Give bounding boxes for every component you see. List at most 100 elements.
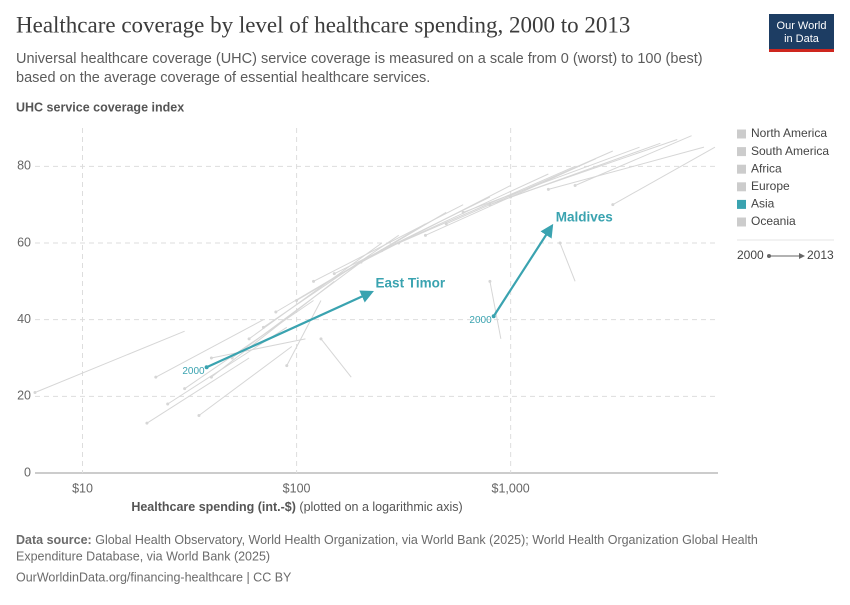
background-start — [423, 233, 427, 237]
background-start — [33, 391, 37, 394]
series-label: Maldives — [556, 210, 613, 225]
legend-label: North America — [751, 126, 827, 140]
background-line — [398, 165, 576, 244]
background-line — [263, 234, 400, 328]
background-start — [359, 260, 363, 264]
time-legend-start: 2000 — [737, 248, 764, 262]
legend-label: Africa — [751, 161, 782, 175]
start-label: 2000 — [182, 366, 205, 377]
background-start — [397, 241, 401, 245]
background-start — [209, 375, 213, 379]
series-line — [492, 223, 554, 317]
background-start — [332, 272, 336, 276]
y-tick-label: 60 — [17, 235, 31, 249]
logo-bar — [769, 49, 834, 52]
y-tick-label: 80 — [17, 159, 31, 173]
legend-swatch — [737, 147, 746, 157]
y-axis-label: UHC service coverage index — [16, 100, 184, 114]
series-start — [204, 365, 209, 370]
background-start — [444, 222, 448, 226]
background-start — [380, 249, 384, 253]
legend-swatch — [737, 129, 746, 139]
background-start — [154, 375, 158, 379]
background-line — [313, 204, 464, 282]
background-start — [166, 402, 170, 406]
background-start — [209, 356, 213, 360]
background-line — [574, 135, 692, 186]
background-line — [231, 261, 362, 359]
legend-label: Asia — [751, 197, 775, 211]
time-legend-arrow — [799, 253, 805, 259]
background-start — [488, 279, 492, 283]
subtitle: based on the average coverage of essenti… — [16, 70, 430, 86]
background-line — [462, 146, 640, 213]
background-line — [198, 346, 293, 416]
background-line — [559, 242, 576, 282]
legend-swatch — [737, 164, 746, 174]
series-line — [206, 290, 374, 369]
background-line — [184, 300, 314, 390]
background-start — [295, 299, 299, 302]
background-start — [230, 356, 234, 360]
background-start — [183, 387, 187, 391]
time-legend-dot — [767, 254, 771, 258]
y-tick-label: 40 — [17, 312, 31, 326]
source: Data source: Global Health Observatory, … — [16, 533, 758, 547]
logo-text: Our World — [777, 20, 827, 32]
background-line — [510, 139, 678, 198]
background-line — [155, 319, 264, 378]
logo — [769, 14, 834, 52]
legend-label: Oceania — [751, 214, 796, 228]
background-start — [461, 210, 465, 214]
background-line — [211, 338, 306, 359]
background-start — [319, 337, 323, 341]
background-start — [197, 414, 201, 417]
background-start — [488, 203, 492, 207]
x-tick-label: $100 — [283, 481, 311, 495]
x-axis-note: (plotted on a logarithmic axis) — [299, 500, 462, 514]
legend-label: South America — [751, 144, 829, 158]
background-start — [145, 421, 149, 425]
source-label: Data source: — [16, 533, 92, 547]
background-start — [261, 325, 265, 329]
background-start — [285, 364, 289, 368]
background-start — [312, 279, 316, 283]
x-axis-label: Healthcare spending (int.-$) (plotted on… — [131, 500, 462, 514]
logo-text: in Data — [784, 33, 820, 45]
background-line — [489, 281, 502, 339]
x-tick-label: $10 — [72, 481, 93, 495]
background-line — [320, 338, 352, 378]
background-start — [546, 187, 550, 191]
background-line — [146, 357, 250, 424]
series-label: East Timor — [376, 276, 446, 291]
source-text: Global Health Observatory, World Health … — [95, 533, 758, 547]
x-axis-title: Healthcare spending (int.-$) — [131, 500, 296, 514]
legend-swatch — [737, 182, 746, 192]
background-line — [360, 185, 511, 263]
subtitle: Universal healthcare coverage (UHC) serv… — [16, 51, 703, 67]
legend-swatch — [737, 199, 746, 209]
background-start — [558, 241, 562, 245]
background-start — [573, 184, 577, 187]
legend-label: Europe — [751, 179, 790, 193]
background-line — [248, 242, 383, 340]
background-start — [274, 310, 278, 314]
background-line — [34, 330, 185, 393]
chart-title: Healthcare coverage by level of healthca… — [16, 12, 630, 37]
background-start — [611, 203, 615, 207]
background-line — [548, 146, 705, 190]
background-line — [612, 146, 716, 206]
background-line — [286, 300, 322, 366]
background-start — [509, 195, 513, 199]
time-legend-end: 2013 — [807, 248, 834, 262]
background-start — [247, 337, 251, 341]
url: OurWorldinData.org/financing-healthcare … — [16, 570, 292, 584]
start-label: 2000 — [469, 315, 492, 326]
y-tick-label: 0 — [24, 465, 31, 479]
source-text: Expenditure Database, via World Bank (20… — [16, 549, 270, 563]
series-start — [491, 314, 496, 319]
legend-swatch — [737, 217, 746, 227]
background-line — [275, 223, 426, 313]
x-tick-label: $1,000 — [492, 481, 530, 495]
